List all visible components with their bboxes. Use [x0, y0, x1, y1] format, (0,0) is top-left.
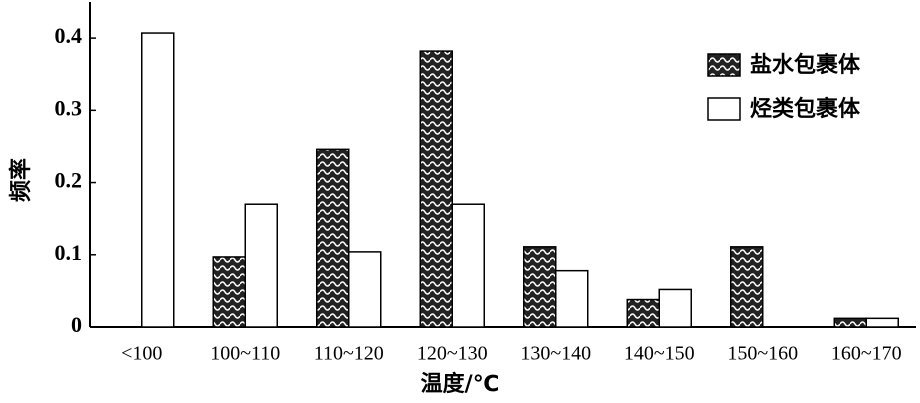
x-tick-label: 110~120 — [314, 343, 384, 365]
y-axis-label: 频率 — [8, 158, 34, 202]
x-axis-label: 温度/℃ — [421, 371, 500, 397]
bar — [555, 269, 589, 328]
y-tick-label: 0.1 — [55, 240, 83, 265]
y-tick-label: 0.2 — [55, 168, 83, 193]
bar — [626, 298, 660, 328]
bar — [141, 32, 175, 328]
x-tick-label: 120~130 — [417, 343, 488, 365]
y-tick-label: 0.3 — [55, 95, 83, 120]
bar — [730, 246, 764, 328]
bar — [658, 288, 692, 328]
bar — [865, 317, 899, 328]
bar — [212, 256, 246, 328]
x-tick-label: 130~140 — [520, 343, 591, 365]
y-tick-label: 0.4 — [55, 23, 83, 48]
x-tick-label: 150~160 — [727, 343, 798, 365]
bar — [451, 203, 485, 328]
legend-swatch — [707, 97, 741, 121]
bar — [348, 251, 382, 328]
legend-label: 烃类包裹体 — [750, 96, 861, 122]
legend-label: 盐水包裹体 — [750, 52, 861, 78]
x-tick-label: <100 — [121, 343, 162, 365]
bar — [244, 203, 278, 328]
bar — [419, 50, 453, 328]
legend-swatch — [707, 53, 741, 77]
bar — [523, 246, 557, 328]
x-tick-label: 160~170 — [831, 343, 902, 365]
y-tick-label: 0 — [71, 312, 82, 337]
x-tick-label: 140~150 — [624, 343, 695, 365]
bar — [833, 317, 867, 328]
x-tick-label: 100~110 — [210, 343, 280, 365]
bar — [316, 148, 350, 328]
